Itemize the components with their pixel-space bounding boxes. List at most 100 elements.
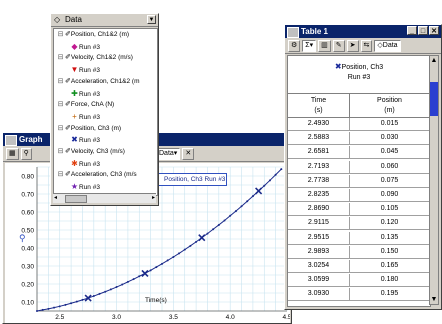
close-button[interactable]: ✕ bbox=[429, 26, 439, 35]
table-titlebar[interactable]: Table 1 _ □ ✕ bbox=[285, 25, 441, 38]
table-row[interactable]: 2.9515 0.135 bbox=[288, 231, 430, 245]
y-tick-label: 0.50 bbox=[21, 228, 34, 235]
data-item-label: Run #3 bbox=[79, 137, 100, 145]
table-row[interactable]: 3.0930 0.195 bbox=[288, 288, 430, 302]
data-browser-panel[interactable]: ◇ Data ▼ ⊟ ✐Position, Ch1&2 (m) ◆Run #3 ⊟ ✐V… bbox=[50, 13, 159, 206]
settings-icon[interactable]: ⚙ bbox=[288, 39, 301, 52]
zoom-icon[interactable]: ⚲ bbox=[20, 147, 32, 160]
position-vs-time-chart[interactable]: 0.10 0.20 0.30 0.40 0.50 0.60 0.70 0.80 2.5 3.0 3.… bbox=[5, 163, 290, 323]
table-column-header[interactable]: Position (m) bbox=[350, 94, 430, 118]
maximize-button[interactable]: □ bbox=[418, 26, 428, 35]
data-point bbox=[149, 269, 152, 272]
y-axis-plot-icon[interactable]: ⚲ bbox=[19, 233, 26, 243]
table-row[interactable]: 2.9893 0.150 bbox=[288, 245, 430, 259]
table-scroll-thumb[interactable] bbox=[430, 82, 438, 116]
table-row[interactable]: 2.9115 0.120 bbox=[288, 217, 430, 231]
time-cell[interactable]: 2.4930 bbox=[288, 118, 350, 131]
sensor-probe-icon: ✐ bbox=[65, 31, 71, 38]
scroll-up-icon[interactable]: ▲ bbox=[430, 57, 438, 64]
table-column-header[interactable]: Time (s) bbox=[288, 94, 350, 118]
table-data-dropdown[interactable]: ◇Data bbox=[374, 39, 401, 52]
data-source-item[interactable]: ⊟ ✐Velocity, Ch1&2 (m/s) bbox=[56, 53, 133, 63]
time-cell[interactable]: 3.0930 bbox=[288, 288, 350, 302]
time-cell[interactable]: 3.0599 bbox=[288, 274, 350, 288]
asterisk-icon: ✱ bbox=[71, 158, 78, 168]
data-browser-horizontal-scrollbar[interactable]: ◂ ▸ bbox=[53, 193, 156, 203]
time-cell[interactable]: 2.5883 bbox=[288, 132, 350, 146]
position-cell[interactable]: 0.060 bbox=[350, 160, 430, 174]
position-cell[interactable]: 0.195 bbox=[350, 288, 430, 302]
chevron-down-icon[interactable]: ▼ bbox=[147, 15, 156, 24]
position-cell[interactable]: 0.165 bbox=[350, 260, 430, 273]
table-statistics-dropdown[interactable]: Σ▾ bbox=[302, 39, 317, 52]
time-cell[interactable]: 3.0254 bbox=[288, 260, 350, 273]
arrow-icon[interactable]: ➤ bbox=[346, 39, 359, 52]
graph-toolbar-button-1[interactable]: ▦ bbox=[6, 147, 19, 160]
table-row[interactable]: 3.0599 0.180 bbox=[288, 274, 430, 288]
data-browser-list[interactable]: ⊟ ✐Position, Ch1&2 (m) ◆Run #3 ⊟ ✐Velocity, … bbox=[53, 28, 158, 196]
table-vertical-scrollbar[interactable]: ▲ ▼ bbox=[429, 55, 439, 305]
column-icon[interactable]: ▥ bbox=[318, 39, 331, 52]
data-item-label: Velocity, Ch3 (m/s) bbox=[70, 148, 125, 155]
data-run-item[interactable]: ◆Run #3 bbox=[70, 42, 100, 52]
table-row[interactable]: 3.0254 0.165 bbox=[288, 260, 430, 273]
position-cell[interactable]: 0.150 bbox=[350, 245, 430, 259]
table-series-header[interactable]: ✖Position, Ch3 Run #3 bbox=[288, 56, 430, 94]
position-cell[interactable]: 0.075 bbox=[350, 174, 430, 188]
position-cell[interactable]: 0.135 bbox=[350, 231, 430, 245]
data-source-item[interactable]: ⊟ ✐Position, Ch1&2 (m) bbox=[56, 30, 129, 40]
table-row[interactable]: 2.7193 0.060 bbox=[288, 160, 430, 174]
table-row[interactable]: 2.8690 0.105 bbox=[288, 203, 430, 217]
time-cell[interactable]: 2.8235 bbox=[288, 189, 350, 202]
time-cell[interactable]: 2.9515 bbox=[288, 231, 350, 245]
data-point bbox=[172, 256, 175, 258]
table-mode-icon[interactable]: ⇆ bbox=[360, 39, 373, 52]
position-cell[interactable]: 0.180 bbox=[350, 274, 430, 288]
table-row[interactable]: 2.6581 0.045 bbox=[288, 146, 430, 160]
edit-icon[interactable]: ✎ bbox=[332, 39, 345, 52]
data-source-item[interactable]: ⊟ ✐Force, ChA (N) bbox=[56, 100, 115, 110]
data-browser-header[interactable]: ◇ Data ▼ bbox=[51, 14, 158, 27]
time-cell[interactable]: 2.9893 bbox=[288, 245, 350, 259]
time-cell[interactable]: 2.6581 bbox=[288, 146, 350, 160]
table-toolbar: ⚙ Σ▾ ▥ ✎ ➤ ⇆ ◇Data bbox=[285, 38, 441, 54]
data-table[interactable]: ✖Position, Ch3 Run #3 Time (s) Position (m)… bbox=[287, 55, 431, 307]
time-cell[interactable]: 2.7193 bbox=[288, 160, 350, 174]
data-point bbox=[53, 306, 56, 309]
position-cell[interactable]: 0.105 bbox=[350, 203, 430, 217]
position-cell[interactable]: 0.015 bbox=[350, 118, 430, 131]
data-run-item[interactable]: ✚Run #3 bbox=[70, 89, 100, 99]
position-cell[interactable]: 0.090 bbox=[350, 189, 430, 202]
minimize-button[interactable]: _ bbox=[407, 26, 417, 35]
position-cell[interactable]: 0.120 bbox=[350, 217, 430, 231]
data-run-item[interactable]: + Run #3 bbox=[70, 112, 100, 122]
scroll-down-icon[interactable]: ▼ bbox=[430, 296, 438, 303]
data-run-item[interactable]: ✖Run #3 bbox=[70, 135, 100, 145]
data-item-label: Run #3 bbox=[79, 160, 100, 168]
position-cell[interactable]: 0.045 bbox=[350, 146, 430, 160]
position-cell[interactable]: 0.030 bbox=[350, 132, 430, 146]
scroll-left-icon[interactable]: ◂ bbox=[54, 195, 58, 201]
scroll-thumb[interactable] bbox=[65, 195, 87, 203]
data-source-item[interactable]: ⊟ ✐Position, Ch3 (m) bbox=[56, 124, 122, 134]
data-point bbox=[274, 173, 277, 176]
x-axis-label[interactable]: Time(s) bbox=[145, 297, 167, 304]
time-cell[interactable]: 2.9115 bbox=[288, 217, 350, 231]
time-cell[interactable]: 2.8690 bbox=[288, 203, 350, 217]
data-source-item[interactable]: ⊟ ✐Velocity, Ch3 (m/s) bbox=[56, 147, 125, 157]
remove-button[interactable]: ✕ bbox=[182, 147, 195, 160]
table-row[interactable]: 2.5883 0.030 bbox=[288, 132, 430, 146]
time-cell[interactable]: 2.7738 bbox=[288, 174, 350, 188]
data-source-item[interactable]: ⊟ ✐Acceleration, Ch1&2 (m bbox=[56, 77, 140, 87]
table-row[interactable]: 2.7738 0.075 bbox=[288, 174, 430, 188]
scroll-right-icon[interactable]: ▸ bbox=[151, 195, 155, 201]
y-tick-label: 0.60 bbox=[21, 210, 34, 217]
data-item-label: Velocity, Ch1&2 (m/s) bbox=[70, 54, 133, 62]
data-run-item[interactable]: ▼Run #3 bbox=[70, 65, 100, 75]
data-run-item[interactable]: ★Run #3 bbox=[70, 182, 100, 192]
table-window[interactable]: Table 1 _ □ ✕ ⚙ Σ▾ ▥ ✎ ➤ ⇆ ◇Data ✖Positi… bbox=[284, 24, 442, 310]
table-row[interactable]: 2.8235 0.090 bbox=[288, 189, 430, 202]
data-run-item[interactable]: ✱Run #3 bbox=[70, 159, 100, 169]
table-row[interactable]: 2.4930 0.015 bbox=[288, 118, 430, 131]
data-source-item[interactable]: ⊟ ✐Acceleration, Ch3 (m/s bbox=[56, 170, 137, 180]
